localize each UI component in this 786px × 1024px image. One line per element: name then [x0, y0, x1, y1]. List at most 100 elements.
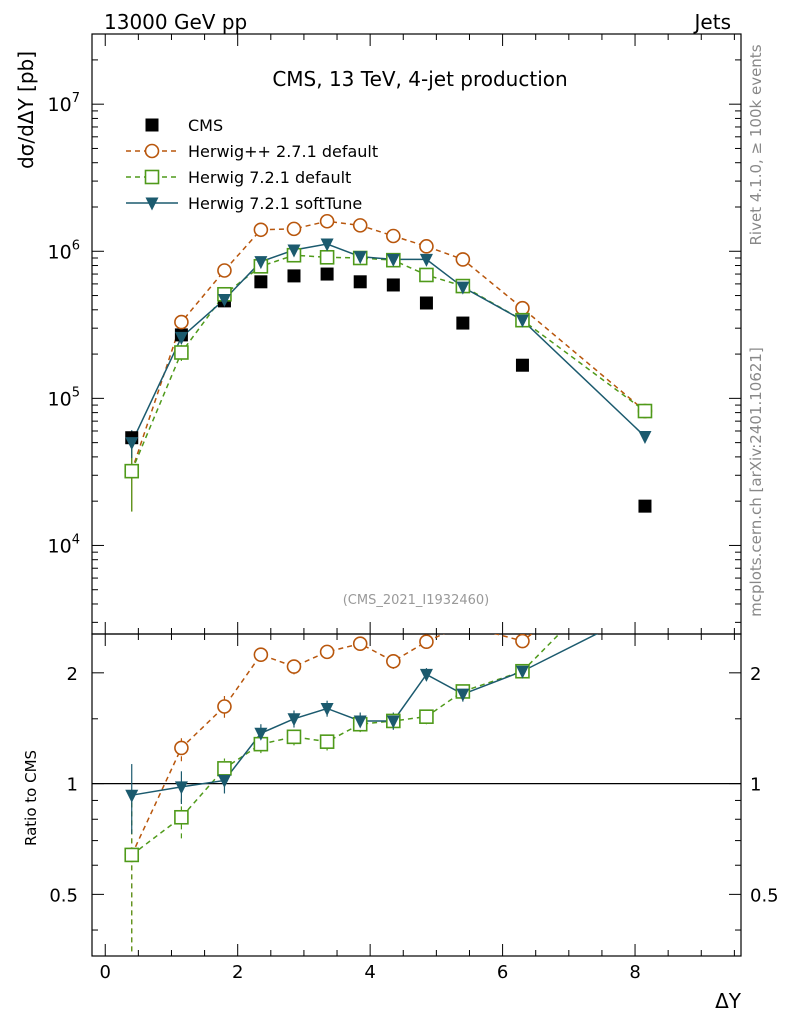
data-point-3 [456, 281, 470, 295]
x-tick-label: 6 [497, 962, 508, 983]
x-tick-label: 8 [629, 962, 640, 983]
series-line-3 [131, 243, 646, 443]
data-point-1 [455, 252, 471, 267]
ratio-point-1 [386, 653, 401, 669]
legend-label: Herwig 7.2.1 default [188, 168, 351, 187]
data-point-3 [254, 256, 268, 270]
ratio-point-2 [217, 761, 232, 776]
ratio-point-3 [320, 702, 334, 716]
ratio-series [124, 540, 651, 952]
ratio-tick-label-right: 1 [750, 775, 761, 796]
ratio-point-3 [419, 668, 433, 682]
data-point-2 [419, 267, 434, 283]
data-point-3 [217, 293, 231, 307]
ratio-point-3 [353, 715, 367, 729]
y-tick-label: 107 [48, 91, 80, 116]
ratio-point-3 [287, 713, 301, 727]
ratio-point-2 [286, 729, 302, 745]
data-point-1 [217, 263, 232, 278]
ratio-point-1 [174, 740, 189, 756]
data-point-cms [419, 296, 433, 310]
ratio-point-1 [253, 647, 269, 663]
y-tick-label: 104 [48, 532, 80, 557]
data-point-3 [515, 314, 529, 328]
ratio-point-3 [515, 665, 529, 679]
ratio-point-3 [386, 715, 400, 729]
data-point-cms [320, 267, 334, 281]
legend-marker [145, 118, 159, 132]
chart-title: CMS, 13 TeV, 4-jet production [272, 67, 567, 91]
legend-marker [144, 143, 160, 159]
y-tick-label: 105 [48, 385, 80, 410]
data-point-cms [386, 278, 400, 292]
y-axis-label: dσ/dΔY [pb] [14, 51, 38, 169]
x-axis-label: ΔY [715, 989, 742, 1013]
analysis-tag: (CMS_2021_I1932460) [343, 593, 490, 608]
ratio-tick-label: 1 [67, 775, 78, 796]
ratio-line-2 [131, 634, 561, 856]
ratio-tick-label-right: 2 [750, 664, 761, 685]
ratio-frame [91, 633, 742, 957]
ratio-point-1 [286, 659, 302, 674]
header-right: Jets [693, 10, 731, 34]
data-point-cms [456, 316, 470, 330]
legend-marker [144, 169, 160, 185]
data-point-1 [515, 300, 530, 316]
ratio-point-1 [456, 618, 469, 631]
series-line-1 [131, 220, 646, 472]
ratio-line-3 [131, 634, 599, 796]
header-left: 13000 GeV pp [104, 10, 247, 34]
data-point-cms [353, 275, 367, 289]
data-point-2 [319, 249, 335, 265]
axes: 0 2 4 6 8 104 105 106 107 0.5 0.5 1 1 2 2 [48, 33, 779, 983]
data-point-1 [174, 314, 189, 330]
ratio-axis-label: Ratio to CMS [22, 750, 40, 846]
ratio-point-3 [174, 781, 188, 795]
ratio-point-1 [352, 636, 368, 651]
legend-label: CMS [188, 116, 223, 135]
data-point-1 [352, 218, 368, 233]
main-series [124, 213, 653, 513]
data-point-1 [419, 239, 434, 254]
data-point-3 [419, 253, 433, 267]
data-point-3 [174, 331, 188, 345]
data-point-2 [637, 403, 653, 419]
x-tick-label: 0 [100, 962, 111, 983]
legend-label: Herwig 7.2.1 softTune [188, 194, 362, 213]
ratio-point-1 [515, 634, 530, 649]
data-point-1 [386, 228, 401, 244]
data-point-3 [638, 431, 652, 445]
ratio-point-2 [419, 709, 434, 724]
ratio-tick-label: 2 [67, 664, 78, 685]
data-point-2 [174, 345, 189, 360]
data-point-cms [287, 269, 301, 283]
data-point-cms [254, 275, 268, 289]
mcplots-label: mcplots.cern.ch [arXiv:2401.10621] [747, 347, 765, 617]
data-point-3 [125, 437, 139, 451]
data-point-1 [253, 222, 269, 238]
ratio-point-1 [419, 634, 434, 650]
legend-label: Herwig++ 2.7.1 default [188, 142, 378, 161]
data-point-3 [353, 251, 367, 265]
ratio-point-2 [638, 540, 651, 553]
x-tick-label: 2 [232, 962, 243, 983]
rivet-label: Rivet 4.1.0, ≥ 100k events [747, 44, 765, 245]
ratio-point-1 [638, 540, 651, 553]
data-point-cms [638, 499, 652, 513]
data-point-1 [286, 221, 302, 237]
data-point-cms [515, 358, 529, 372]
x-tick-label: 4 [364, 962, 375, 983]
ratio-tick-label: 0.5 [49, 885, 78, 906]
ratio-point-2 [174, 809, 189, 825]
data-point-3 [287, 244, 301, 258]
data-point-1 [319, 213, 335, 229]
ratio-point-3 [217, 774, 231, 788]
data-point-2 [124, 463, 140, 479]
ratio-point-1 [319, 644, 335, 660]
data-point-3 [386, 253, 400, 267]
ratio-point-2 [124, 847, 140, 863]
ratio-point-1 [217, 699, 232, 714]
data-point-3 [320, 238, 334, 252]
ratio-tick-label-right: 0.5 [750, 885, 779, 906]
